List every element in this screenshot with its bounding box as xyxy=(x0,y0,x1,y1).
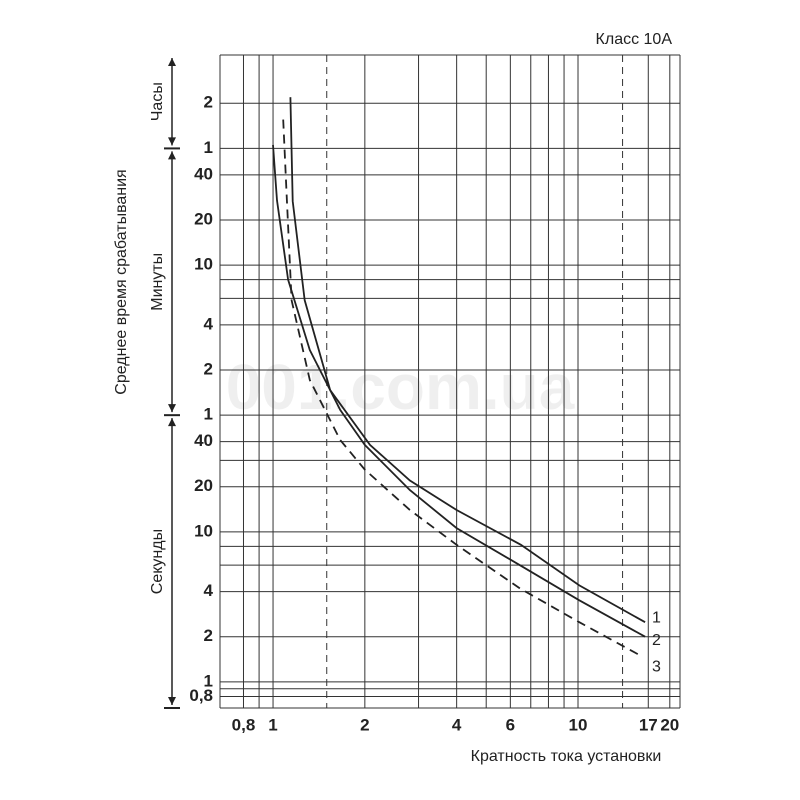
curve xyxy=(289,97,646,623)
bracket-arrow xyxy=(168,151,176,160)
x-axis-label: Кратность тока установки xyxy=(471,748,662,765)
x-tick-label: 10 xyxy=(569,715,588,734)
x-tick-label: 6 xyxy=(506,715,515,734)
curve xyxy=(272,144,646,638)
y-tick-label: 40 xyxy=(194,164,213,183)
y-tick-label: 40 xyxy=(194,431,213,450)
chart-title: Класс 10А xyxy=(596,31,673,48)
y-tick-label: 2 xyxy=(204,626,213,645)
bracket-arrow xyxy=(168,58,176,66)
section-label: Секунды xyxy=(149,529,166,594)
watermark: 001.com.ua xyxy=(226,351,575,423)
y-tick-label: 4 xyxy=(204,581,214,600)
y-tick-label: 1 xyxy=(204,405,213,424)
section-label: Минуты xyxy=(149,253,166,311)
y-axis-label: Среднее время срабатывания xyxy=(113,169,130,394)
x-tick-label: 0,8 xyxy=(232,715,256,734)
section-label: Часы xyxy=(149,82,166,121)
curve-label: 3 xyxy=(652,659,661,676)
y-tick-label: 1 xyxy=(204,671,213,690)
y-tick-label: 10 xyxy=(194,521,213,540)
bracket-arrow xyxy=(168,697,176,705)
curve-label: 2 xyxy=(652,632,661,649)
y-tick-label: 20 xyxy=(194,209,213,228)
x-tick-label: 4 xyxy=(452,715,462,734)
y-tick-label: 1 xyxy=(204,138,213,157)
curve xyxy=(282,119,641,657)
y-tick-label: 4 xyxy=(204,314,214,333)
y-tick-label: 20 xyxy=(194,476,213,495)
y-tick-label: 10 xyxy=(194,255,213,274)
x-tick-label: 1 xyxy=(268,715,277,734)
curve-label: 1 xyxy=(652,609,661,626)
x-tick-label: 20 xyxy=(660,715,679,734)
bracket-arrow xyxy=(168,418,176,427)
bracket-arrow xyxy=(168,137,176,146)
x-tick-label: 17 xyxy=(639,715,658,734)
y-tick-label: 2 xyxy=(204,93,213,112)
y-tick-label: 2 xyxy=(204,359,213,378)
x-tick-label: 2 xyxy=(360,715,369,734)
y-tick-label: 0,8 xyxy=(189,686,213,705)
bracket-arrow xyxy=(168,404,176,413)
